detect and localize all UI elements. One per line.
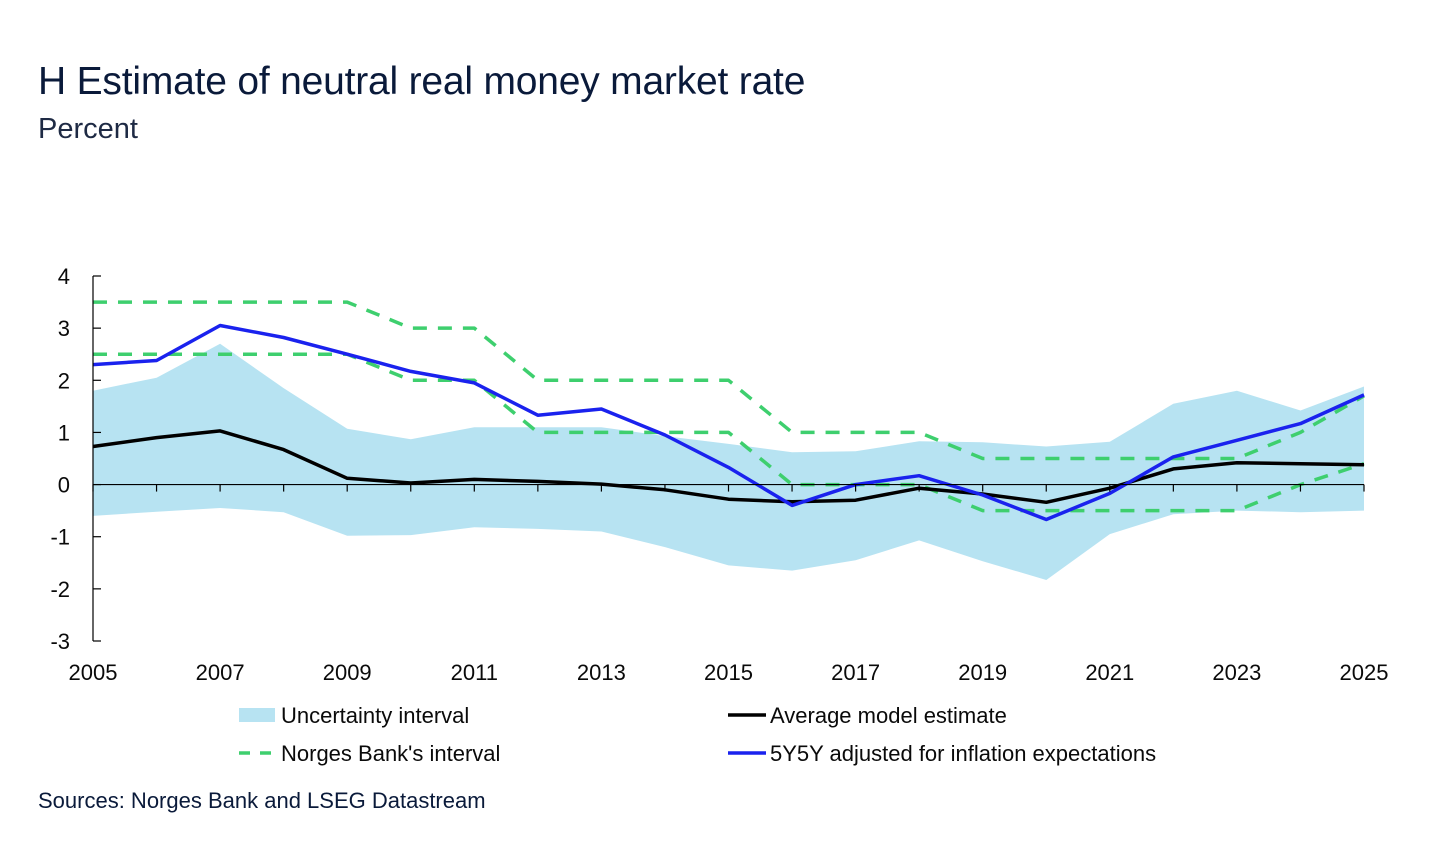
x-tick-label: 2017	[831, 660, 880, 685]
x-tick-label: 2011	[451, 660, 498, 685]
legend-label: Average model estimate	[770, 703, 1007, 728]
chart-subtitle: Percent	[38, 113, 138, 145]
x-tick-label: 2005	[69, 660, 118, 685]
chart-source: Sources: Norges Bank and LSEG Datastream	[38, 788, 486, 813]
legend-label: Uncertainty interval	[281, 703, 469, 728]
x-tick-label: 2023	[1212, 660, 1261, 685]
legend-swatch-band	[239, 708, 275, 722]
norges-upper-line	[93, 300, 1365, 461]
norges-lower-line	[93, 352, 1365, 513]
chart-title: H Estimate of neutral real money market …	[38, 60, 806, 103]
x-tick-label: 2015	[704, 660, 753, 685]
x-tick-label: 2019	[958, 660, 1007, 685]
x-tick-label: 2025	[1340, 660, 1389, 685]
x-tick-label: 2013	[577, 660, 626, 685]
y-tick-label: 2	[58, 368, 70, 393]
x-tick-label: 2007	[196, 660, 245, 685]
y-tick-label: -3	[50, 629, 70, 654]
fivey-fivey-line	[92, 323, 1365, 522]
average-model-line	[92, 429, 1365, 505]
y-tick-label: 3	[58, 316, 70, 341]
y-tick-label: 1	[58, 420, 70, 445]
y-tick-label: -2	[50, 577, 70, 602]
y-tick-label: 4	[58, 264, 70, 289]
x-tick-label: 2021	[1085, 660, 1134, 685]
x-tick-label: 2009	[323, 660, 372, 685]
y-tick-label: -1	[50, 525, 70, 550]
y-tick-label: 0	[58, 473, 70, 498]
legend-label: 5Y5Y adjusted for inflation expectations	[770, 741, 1156, 766]
legend-label: Norges Bank's interval	[281, 741, 500, 766]
